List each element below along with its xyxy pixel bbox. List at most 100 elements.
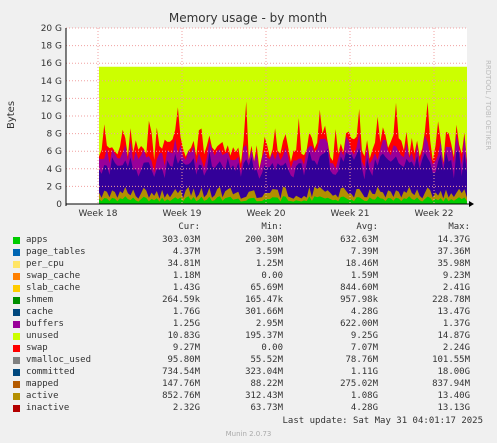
legend-cur: 1.43G: [172, 283, 200, 293]
legend-swatch: [13, 321, 20, 328]
legend-min: 165.47k: [245, 295, 283, 305]
legend-avg: 18.46M: [345, 259, 378, 269]
legend-avg: 275.02M: [340, 379, 378, 389]
y-tick-label: 0: [56, 200, 62, 210]
legend-cur: 9.27M: [172, 343, 200, 353]
legend-cur: 4.37M: [172, 247, 200, 257]
header-cur: Cur:: [178, 222, 200, 232]
legend-row: active 852.76M 312.43M 1.08G 13.40G: [0, 391, 497, 403]
legend-min: 301.66M: [245, 307, 283, 317]
header-min: Min:: [261, 222, 283, 232]
y-tick-label: 6 G: [46, 147, 62, 157]
legend-min: 63.73M: [250, 403, 283, 413]
legend-min: 0.00: [261, 343, 283, 353]
legend-max: 837.94M: [432, 379, 470, 389]
legend-avg: 1.08G: [350, 391, 378, 401]
legend-swatch: [13, 237, 20, 244]
legend-min: 195.37M: [245, 331, 283, 341]
legend-swatch: [13, 249, 20, 256]
legend-swatch: [13, 357, 20, 364]
legend-avg: 844.60M: [340, 283, 378, 293]
legend-cur: 34.81M: [167, 259, 200, 269]
legend-max: 101.55M: [432, 355, 470, 365]
legend-row: cache 1.76G 301.66M 4.28G 13.47G: [0, 307, 497, 319]
legend-name: per_cpu: [26, 259, 64, 269]
legend-name: swap_cache: [26, 271, 81, 281]
area-slab-cache: [99, 148, 467, 204]
legend-name: mapped: [26, 379, 59, 389]
x-tick-label: Week 20: [247, 209, 286, 219]
legend-avg: 1.11G: [350, 367, 378, 377]
x-tick-label: Week 21: [331, 209, 370, 219]
legend-row: inactive 2.32G 63.73M 4.28G 13.13G: [0, 403, 497, 415]
legend-avg: 7.39M: [350, 247, 378, 257]
y-tick-label: 14 G: [41, 77, 62, 87]
legend-max: 13.13G: [437, 403, 470, 413]
legend-row: unused 10.83G 195.37M 9.25G 14.87G: [0, 331, 497, 343]
x-tick-label: Week 19: [163, 209, 202, 219]
legend-max: 37.36M: [437, 247, 470, 257]
y-tick-label: 2 G: [46, 182, 62, 192]
legend-row: shmem 264.59k 165.47k 957.98k 228.78M: [0, 295, 497, 307]
legend-name: unused: [26, 331, 59, 341]
legend-min: 0.00: [261, 271, 283, 281]
legend-row: swap_cache 1.18M 0.00 1.59M 9.23M: [0, 271, 497, 283]
x-ticks: Week 18 Week 19 Week 20 Week 21 Week 22: [79, 209, 454, 219]
legend-name: inactive: [26, 403, 70, 413]
legend-cur: 147.76M: [162, 379, 200, 389]
legend-name: vmalloc_used: [26, 355, 92, 365]
legend-max: 14.87G: [437, 331, 470, 341]
legend-swatch: [13, 297, 20, 304]
legend-min: 200.30M: [245, 235, 283, 245]
legend-cur: 852.76M: [162, 391, 200, 401]
legend-min: 1.25M: [255, 259, 283, 269]
legend-cur: 95.80M: [167, 355, 200, 365]
chart-title: Memory usage - by month: [169, 11, 327, 25]
legend-row: mapped 147.76M 88.22M 275.02M 837.94M: [0, 379, 497, 391]
legend-row: vmalloc_used 95.80M 55.52M 78.76M 101.55M: [0, 355, 497, 367]
legend-cur: 1.76G: [172, 307, 200, 317]
legend-row: committed 734.54M 323.04M 1.11G 18.00G: [0, 367, 497, 379]
last-update: Last update: Sat May 31 04:01:17 2025: [282, 416, 483, 426]
legend-min: 55.52M: [250, 355, 283, 365]
legend-cur: 1.18M: [172, 271, 200, 281]
legend-swatch: [13, 369, 20, 376]
area-layers: [99, 66, 467, 204]
legend-swatch: [13, 345, 20, 352]
grid: [66, 27, 467, 204]
legend-cur: 1.25G: [172, 319, 200, 329]
header-max: Max:: [448, 222, 470, 232]
legend-max: 9.23M: [442, 271, 470, 281]
legend-row: apps 303.03M 200.30M 632.63M 14.37G: [0, 235, 497, 247]
x-tick-label: Week 22: [415, 209, 454, 219]
legend-row: page_tables 4.37M 3.59M 7.39M 37.36M: [0, 247, 497, 259]
legend-min: 323.04M: [245, 367, 283, 377]
legend-swatch: [13, 381, 20, 388]
y-tick-label: 16 G: [41, 59, 62, 69]
y-tick-label: 10 G: [41, 112, 62, 122]
legend-row: buffers 1.25G 2.95M 622.00M 1.37G: [0, 319, 497, 331]
legend-cur: 303.03M: [162, 235, 200, 245]
header-avg: Avg:: [356, 222, 378, 232]
y-ticks: 0 2 G 4 G 6 G 8 G 10 G 12 G 14 G 16 G 18 G 20 G: [41, 24, 63, 210]
legend-min: 3.59M: [255, 247, 283, 257]
legend-avg: 4.28G: [350, 403, 378, 413]
legend-avg: 632.63M: [340, 235, 378, 245]
y-tick-label: 4 G: [46, 165, 62, 175]
legend-avg: 1.59M: [350, 271, 378, 281]
y-tick-label: 12 G: [41, 94, 62, 104]
legend-name: apps: [26, 235, 48, 245]
legend-row: slab_cache 1.43G 65.69M 844.60M 2.41G: [0, 283, 497, 295]
legend-min: 88.22M: [250, 379, 283, 389]
legend-avg: 4.28G: [350, 307, 378, 317]
legend-max: 2.41G: [442, 283, 470, 293]
legend-swatch: [13, 393, 20, 400]
legend-avg: 957.98k: [340, 295, 378, 305]
munin-version: Munin 2.0.73: [225, 430, 272, 438]
legend-name: slab_cache: [26, 283, 81, 293]
legend-cur: 734.54M: [162, 367, 200, 377]
legend-swatch: [13, 309, 20, 316]
legend-cur: 2.32G: [172, 403, 200, 413]
area-apps: [99, 196, 467, 204]
legend-row: swap 9.27M 0.00 7.07M 2.24G: [0, 343, 497, 355]
